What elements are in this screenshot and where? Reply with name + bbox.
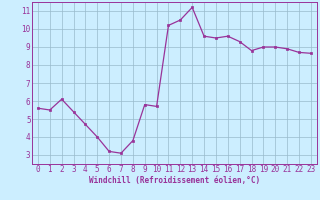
X-axis label: Windchill (Refroidissement éolien,°C): Windchill (Refroidissement éolien,°C) — [89, 176, 260, 185]
